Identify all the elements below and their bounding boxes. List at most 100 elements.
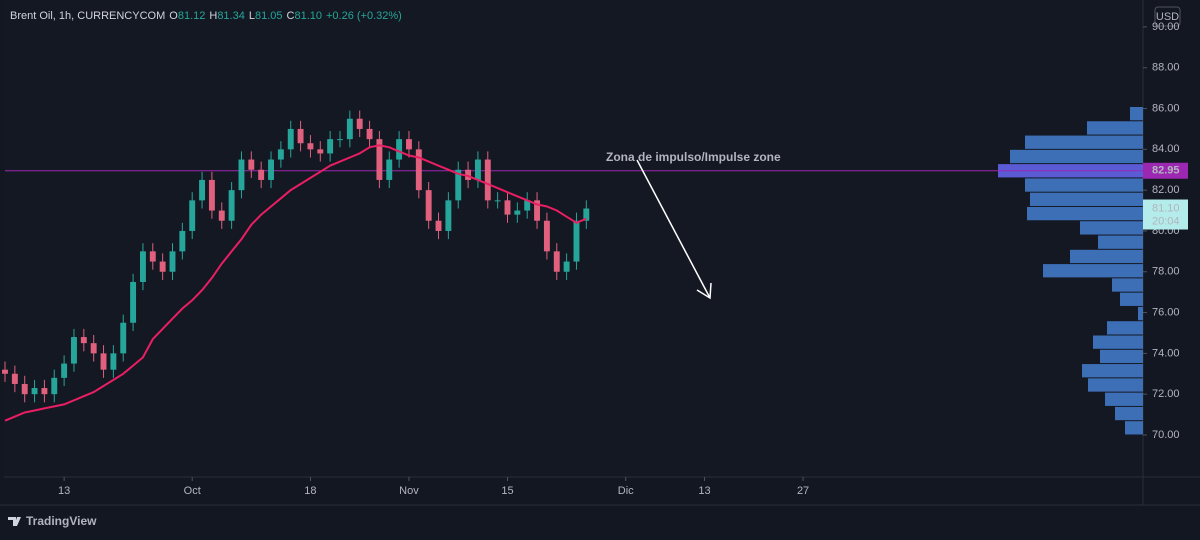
candle-body: [90, 343, 97, 354]
candle-body: [208, 179, 215, 211]
profile-bar: [1115, 406, 1143, 421]
candle-body: [435, 220, 442, 231]
profile-bar: [1025, 135, 1143, 149]
candle-body: [268, 159, 274, 180]
candle-body: [465, 169, 472, 180]
candle-body: [277, 149, 284, 160]
profile-bar: [1030, 192, 1143, 206]
candle-body: [425, 190, 432, 221]
candle-body: [100, 353, 107, 370]
candle-body: [366, 128, 373, 140]
candle-body: [179, 230, 186, 252]
candle-body: [553, 251, 560, 272]
candle-body: [248, 159, 255, 170]
hline-label: 82.95: [1152, 165, 1180, 177]
profile-bar: [1130, 106, 1143, 121]
candle-body: [287, 128, 294, 150]
y-tick-label: 74.00: [1152, 347, 1180, 359]
header: Brent Oil, 1h, CURRENCYCOM O81.12 H81.34 L8…: [10, 10, 402, 22]
candle-body: [504, 200, 511, 215]
candle-body: [228, 190, 235, 221]
candle-body: [524, 200, 531, 211]
last-price-label: 81.10: [1152, 202, 1180, 214]
x-tick-label: 18: [304, 485, 316, 497]
candle-body: [31, 388, 38, 395]
candle-body: [543, 220, 550, 252]
countdown-label: 20:04: [1152, 215, 1180, 227]
candle-body: [139, 251, 146, 282]
candle-body: [307, 143, 314, 150]
candle-body: [356, 118, 363, 129]
x-tick-label: 15: [501, 485, 513, 497]
candle-body: [189, 200, 196, 231]
candle-body: [11, 373, 18, 384]
ohlc-value: 81.12: [178, 10, 206, 22]
ohlc-value: 81.10: [294, 10, 322, 22]
y-tick-label: 88.00: [1152, 62, 1180, 74]
profile-bar: [1105, 392, 1143, 406]
candle-body: [484, 159, 491, 201]
candle-body: [376, 139, 383, 180]
candle-body: [199, 179, 206, 201]
profile-bar: [1093, 335, 1143, 349]
y-tick-label: 84.00: [1152, 143, 1180, 155]
candle-body: [218, 210, 225, 221]
candle-body: [346, 118, 353, 140]
candle-body: [258, 169, 265, 180]
candle-body: [149, 251, 156, 262]
profile-bar: [1087, 121, 1143, 135]
arrow-head: [696, 282, 712, 300]
candle-body: [445, 200, 452, 231]
profile-bar: [1100, 349, 1143, 364]
profile-bar: [1120, 292, 1143, 306]
candle-body: [41, 388, 48, 395]
change: +0.26 (+0.32%): [326, 10, 402, 22]
profile-bar: [1082, 364, 1143, 378]
x-tick-label: Oct: [184, 485, 201, 497]
x-tick-label: 13: [698, 485, 710, 497]
ohlc-value: 81.05: [255, 10, 283, 22]
ohlc-key: L: [249, 10, 255, 22]
candle-body: [120, 322, 127, 354]
candle-body: [474, 159, 481, 180]
brand-logo: [8, 517, 21, 526]
y-tick-label: 82.00: [1152, 184, 1180, 196]
x-tick-label: Dic: [618, 485, 634, 497]
currency-button[interactable]: [1154, 6, 1181, 27]
profile-bar: [1112, 278, 1143, 292]
candle-body: [396, 139, 403, 160]
profile-bar: [1125, 421, 1143, 435]
profile-bar: [1138, 306, 1143, 321]
candle-body: [583, 208, 590, 221]
ohlc-values: O81.12 H81.34 L81.05 C81.10: [169, 10, 322, 22]
annotation: Zona de impulso/Impulse zone: [606, 150, 781, 164]
candle-body: [327, 139, 334, 154]
y-tick-label: 90.00: [1152, 21, 1180, 33]
arrow-shaft: [636, 159, 711, 299]
profile-bar: [1043, 264, 1143, 278]
candle-body: [494, 200, 501, 202]
x-tick-label: Nov: [399, 485, 419, 497]
hline-label-bg: [1143, 162, 1188, 179]
candle-body: [169, 251, 176, 272]
candle-body: [514, 210, 521, 215]
candle-body: [415, 149, 422, 191]
plot-area: [4, 0, 1143, 477]
profile-bar: [1070, 249, 1143, 264]
profile-bar: [1027, 206, 1143, 221]
currency-label[interactable]: USD: [1156, 11, 1179, 23]
candle-body: [2, 369, 8, 374]
candle-body: [317, 149, 324, 154]
profile-bar: [1010, 149, 1143, 164]
y-tick-label: 70.00: [1152, 429, 1180, 441]
profile-bar: [1107, 321, 1143, 335]
candle-body: [337, 139, 343, 141]
symbol-title: Brent Oil, 1h, CURRENCYCOM: [10, 10, 165, 22]
profile-bar: [1025, 178, 1143, 192]
brand-name: TradingView: [26, 514, 97, 528]
candle-body: [573, 220, 580, 262]
candle-body: [386, 159, 393, 180]
candle-body: [455, 169, 462, 201]
candle-body: [534, 200, 541, 221]
